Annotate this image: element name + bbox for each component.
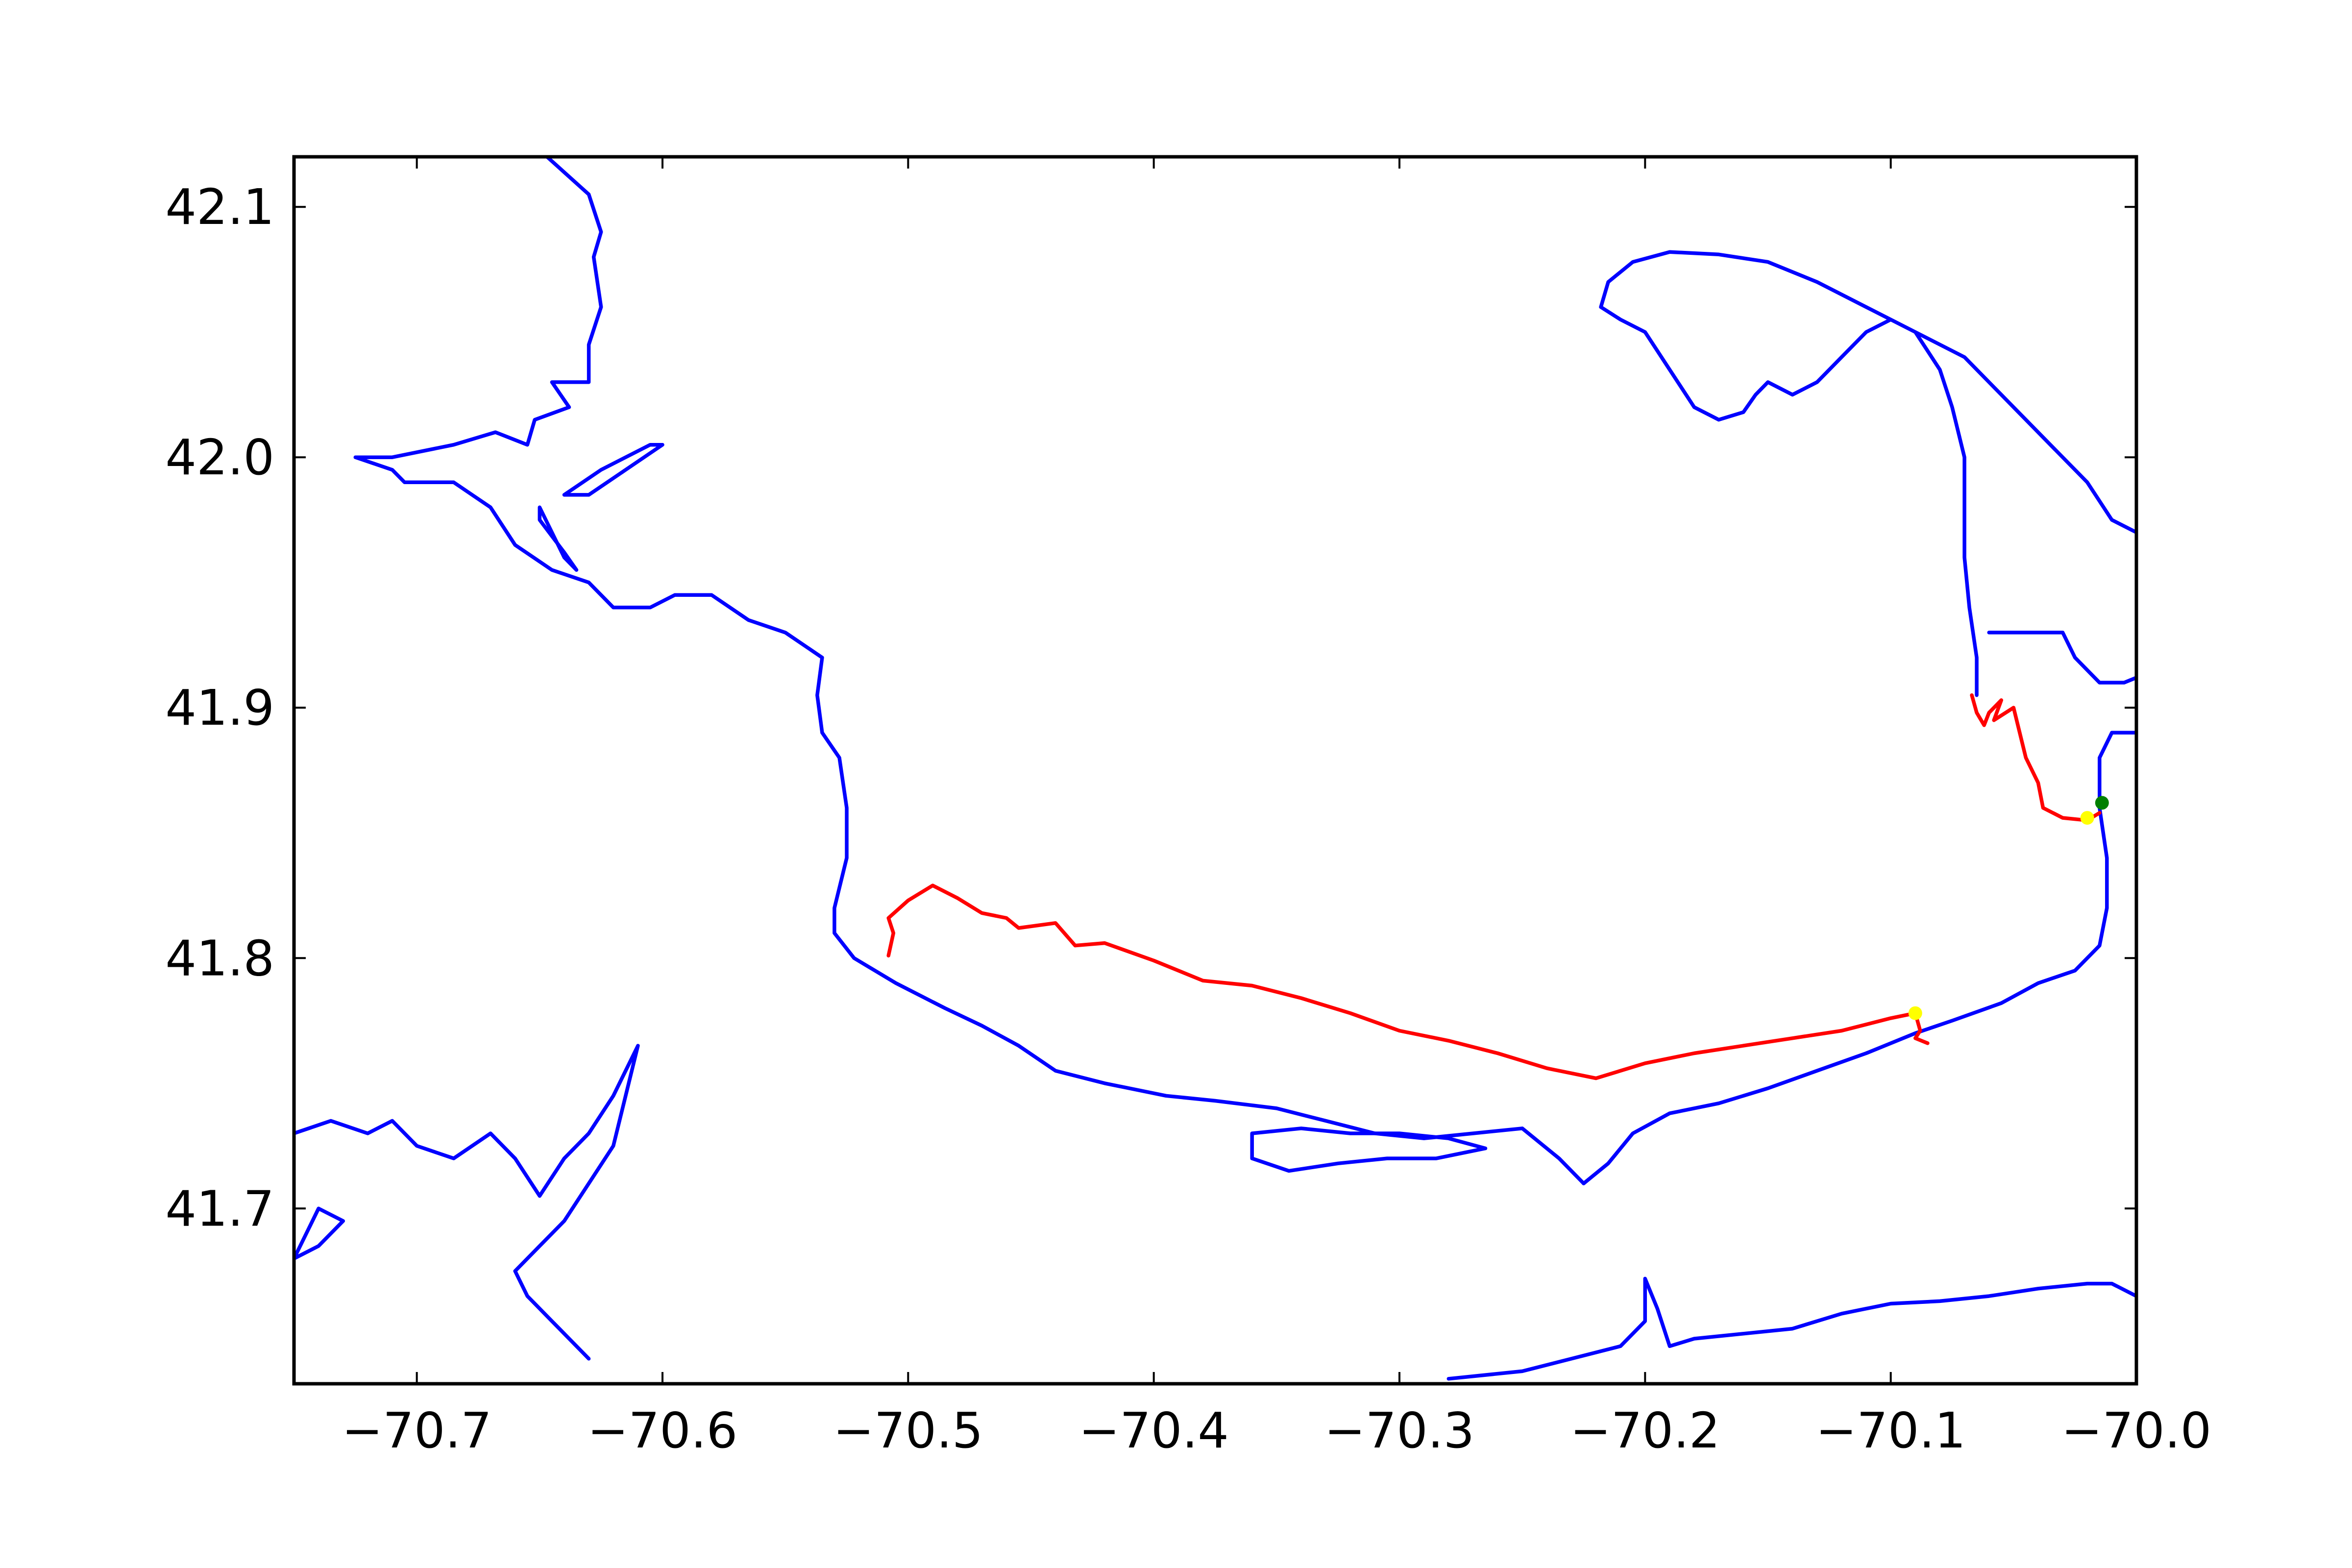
x-tick-label: −70.1 [1815,1402,1965,1459]
x-tick-label: −70.6 [588,1402,737,1459]
track-long-track [886,883,1930,1080]
y-axis-tick-labels: 41.7 41.8 41.9 42.0 42.1 [165,178,274,1237]
y-tick-label: 42.0 [165,429,274,486]
y-tick-label: 42.1 [165,178,274,236]
x-tick-label: −70.7 [342,1402,491,1459]
yellow-marker-east [2080,811,2094,825]
coastline-buzzards-bay-coast [294,1044,640,1361]
yellow-marker-south [1908,1006,1922,1020]
coastline-provincetown-hook [1599,250,2136,697]
x-tick-label: −70.4 [1078,1402,1228,1459]
coastline-wellfleet-harbor-shore [1987,631,2136,685]
x-tick-label: −70.3 [1324,1402,1474,1459]
green-marker-east [2095,796,2109,810]
plot-layer [294,157,2136,1381]
coastline-buzzards-bay-west-coast [294,1206,345,1261]
coastline-south-cape-shore [1446,1276,2136,1381]
x-axis-tick-labels: −70.7 −70.6 −70.5 −70.4 −70.3 −70.2 −70.1 −70.0 [342,1402,2211,1459]
axis-ticks [294,157,2137,1384]
coastline-sandy-neck [1250,1127,1488,1173]
x-tick-label: −70.5 [833,1402,983,1459]
x-tick-label: −70.2 [1570,1402,1720,1459]
y-tick-label: 41.8 [165,930,274,987]
plot-frame [292,155,2138,1386]
coastline-cape-cod-bay-south-shore [1582,731,2136,1185]
plot-area-background [294,157,2136,1384]
track-north-track [1970,693,2102,822]
coastline-duxbury-bay-spit [538,505,579,572]
y-tick-label: 41.9 [165,679,274,736]
coastline-plymouth-duxbury-coast [353,157,1586,1185]
y-tick-label: 41.7 [165,1180,274,1237]
x-tick-label: −70.0 [2061,1402,2211,1459]
coastline-duxbury-beach [562,442,664,497]
